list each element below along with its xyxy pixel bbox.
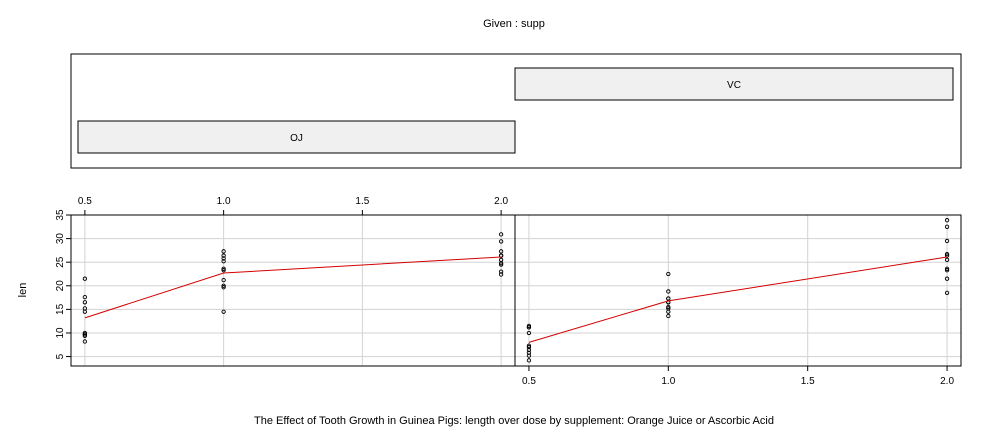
data-point [221,309,226,314]
y-tick-label: 25 [55,256,66,268]
data-point [498,232,504,237]
data-point [526,358,532,363]
data-point [944,257,950,262]
data-point [498,249,504,254]
x-tick-label: 0.5 [78,196,92,207]
given-strip-label: VC [727,80,741,91]
x-axis-label: The Effect of Tooth Growth in Guinea Pig… [254,415,774,427]
data-point [666,271,671,277]
data-point [666,296,671,301]
data-point [526,347,532,353]
data-point [221,249,226,254]
data-point [498,272,504,277]
x-tick-label: 0.5 [522,376,536,387]
y-tick-label: 35 [55,209,66,221]
data-point [944,276,950,281]
panel-frame [514,214,962,367]
given-strip-vc [514,67,954,101]
data-point [498,262,504,267]
data-point [526,344,532,350]
panel-vc: 0.5 1.0 1.5 2.0 [514,214,962,387]
data-point [666,313,671,319]
data-point [944,268,950,273]
data-point [82,309,88,314]
data-point [526,325,532,330]
data-point [82,339,88,344]
chart-title: Given : supp [483,18,545,30]
data-point [526,350,532,355]
data-point [944,290,950,296]
given-panel-frame [70,53,962,169]
data-point [82,332,88,337]
data-point [666,304,671,310]
data-point [666,289,671,294]
data-point [498,253,504,258]
data-point [221,268,226,273]
y-tick-label: 30 [55,233,66,245]
x-tick-label: 2.0 [940,376,954,387]
data-point [944,266,950,271]
y-axis-label: len [17,283,29,298]
y-tick-label: 20 [55,280,66,292]
smooth-line [84,256,502,319]
data-point [498,260,504,266]
data-point [82,330,88,336]
panel-oj: 0.5 1.0 1.5 2.0 5 10 15 20 25 30 35 [55,196,516,367]
given-strip-label: OJ [290,133,303,144]
data-point [944,218,950,223]
data-point [221,283,226,288]
data-point [666,309,671,314]
y-tick-label: 15 [55,303,66,315]
data-point [498,239,504,244]
data-point [526,323,532,329]
data-point [82,294,88,300]
data-point [944,238,950,244]
data-point [221,285,226,290]
data-point [82,333,88,338]
data-point [82,276,88,281]
x-tick-label: 1.5 [355,196,369,207]
x-tick-label: 1.0 [217,196,231,207]
data-point [221,256,226,261]
data-point [498,269,504,274]
x-tick-label: 1.5 [801,376,815,387]
x-tick-label: 1.0 [661,376,675,387]
data-point [526,353,532,358]
data-point [944,252,950,257]
data-point [221,277,226,283]
y-tick-label: 10 [55,327,66,339]
data-point [221,253,226,258]
data-point [944,224,950,229]
data-point [82,300,88,305]
x-tick-label: 2.0 [494,196,508,207]
panel-frame [70,214,516,367]
data-point [526,330,532,336]
y-tick-label: 5 [55,353,66,359]
smooth-line [528,256,948,343]
data-point [526,343,532,348]
given-strip-oj [77,120,516,154]
data-point [221,259,226,264]
data-point [221,266,226,271]
